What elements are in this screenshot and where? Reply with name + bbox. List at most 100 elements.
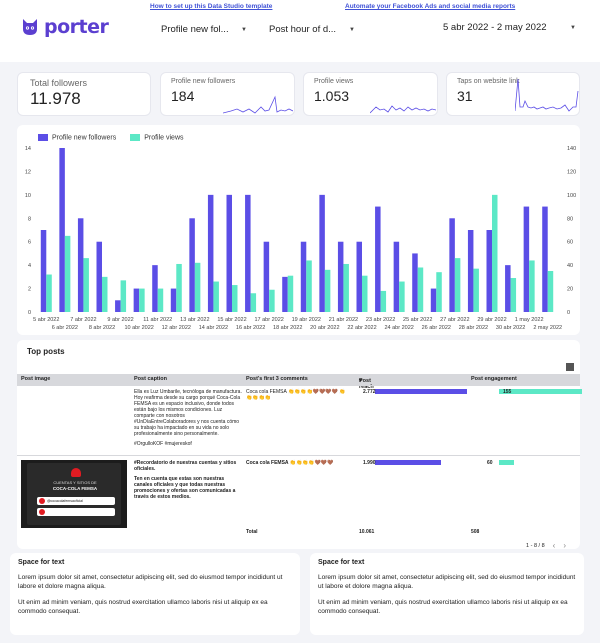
x-tick-label: 17 abr 2022 (254, 317, 283, 323)
bar-profile-views (139, 288, 145, 312)
bar-profile-new-followers (282, 276, 288, 312)
x-tick-label: 8 abr 2022 (89, 325, 115, 331)
bar-profile-views (417, 267, 424, 312)
bar-profile-new-followers (115, 300, 121, 312)
next-page-icon[interactable]: › (563, 541, 566, 550)
text-box-paragraph: Lorem ipsum dolor sit amet, consectetur … (318, 574, 576, 590)
hour-dropdown[interactable]: Post hour of d... ▼ (269, 24, 357, 35)
col-post-image[interactable]: Post image (21, 376, 51, 382)
coca-cola-bell-icon (71, 468, 81, 477)
thumb-title: CUENTAS Y SITIOS DE (53, 480, 97, 485)
bar-profile-views (454, 258, 461, 312)
caption-more: Ten en cuenta que estas son nuestras can… (134, 476, 236, 500)
kpi-value: 184 (171, 88, 195, 104)
reach-value: 1.990 (363, 460, 376, 466)
bar-profile-new-followers (449, 218, 455, 312)
x-tick-label: 13 abr 2022 (180, 317, 209, 323)
chevron-down-icon: ▼ (570, 24, 576, 31)
setup-template-link[interactable]: How to set up this Data Studio template (150, 3, 273, 10)
thumb-handle: @cocacolafemsaoficial (47, 499, 83, 503)
y-left-tick-label: 10 (25, 193, 31, 199)
total-reach: 10.061 (359, 529, 375, 535)
bar-profile-new-followers (77, 218, 84, 312)
bar-profile-new-followers (152, 265, 158, 312)
post-thumbnail[interactable]: CUENTAS Y SITIOS DE COCA-COLA FEMSA @coc… (21, 460, 127, 528)
post-comments: Coca cola FEMSA 👏👏👏👏🤎🤎🤎🤎 👏👏👏👏👏 (246, 389, 346, 401)
new-followers-sparkline (223, 95, 293, 114)
bar-profile-views (473, 268, 479, 312)
bar-profile-new-followers (393, 241, 400, 312)
bar-profile-new-followers (319, 194, 325, 312)
bar-profile-new-followers (505, 265, 511, 312)
legend-item-series-1[interactable]: Profile views (130, 134, 184, 142)
top-posts-title: Top posts (27, 347, 65, 356)
bar-profile-new-followers (133, 288, 140, 312)
hour-dropdown-value: Post hour of d... (269, 24, 337, 35)
taps-sparkline (515, 78, 579, 112)
brand-name: porter (44, 16, 109, 38)
x-tick-label: 15 abr 2022 (217, 317, 246, 323)
x-tick-label: 6 abr 2022 (52, 325, 78, 331)
y-right-tick-label: 20 (567, 287, 573, 293)
table-total-row: Total 10.061 508 (17, 527, 580, 537)
automate-reports-link[interactable]: Automate your Facebook Ads and social me… (345, 3, 516, 10)
text-box-title: Space for text (318, 559, 365, 566)
top-bar: porter How to set up this Data Studio te… (0, 0, 600, 62)
table-row[interactable]: Ella es Luz Umbarile, tecnóloga de manuf… (17, 385, 582, 455)
bar-profile-new-followers (40, 230, 47, 312)
legend-item-series-0[interactable]: Profile new followers (38, 134, 116, 141)
kpi-profile-views: Profile views 1.053 (303, 72, 438, 116)
bar-profile-new-followers (59, 148, 65, 312)
metric-dropdown[interactable]: Profile new fol... ▼ (161, 24, 249, 35)
bar-profile-views (83, 258, 89, 312)
bar-profile-new-followers (467, 230, 474, 312)
bar-profile-new-followers (245, 194, 251, 312)
chart-legend: Profile new followers Profile views (38, 134, 184, 141)
x-tick-label: 18 abr 2022 (273, 325, 302, 331)
metric-dropdown-value: Profile new fol... (161, 24, 229, 35)
bar-profile-views (547, 271, 554, 312)
bar-profile-views (492, 194, 498, 312)
y-right-tick-label: 0 (567, 310, 570, 316)
bar-profile-new-followers (189, 218, 195, 312)
x-tick-label: 1 may 2022 (515, 317, 544, 323)
date-range-value: 5 abr 2022 - 2 may 2022 (443, 22, 547, 33)
col-post-engagement[interactable]: Post engagement (471, 376, 517, 382)
bar-profile-new-followers (375, 206, 381, 312)
bar-profile-new-followers (207, 194, 214, 312)
x-tick-label: 25 abr 2022 (403, 317, 432, 323)
col-post-caption[interactable]: Post caption (134, 376, 168, 382)
bar-profile-new-followers (523, 206, 530, 312)
post-comments: Coca cola FEMSA 👏👏👏👏🤎🤎🤎 (246, 460, 334, 466)
table-options-icon[interactable] (566, 363, 574, 371)
bar-profile-new-followers (430, 288, 437, 312)
bar-profile-views (380, 290, 387, 312)
x-tick-label: 11 abr 2022 (143, 317, 172, 323)
date-range-picker[interactable]: 5 abr 2022 - 2 may 2022 ▼ (443, 22, 579, 33)
legend-swatch (130, 134, 141, 141)
bar-profile-new-followers (356, 241, 362, 312)
x-tick-label: 16 abr 2022 (236, 325, 265, 331)
text-box-title: Space for text (18, 559, 65, 566)
bar-profile-views (269, 289, 275, 312)
x-tick-label: 29 abr 2022 (477, 317, 506, 323)
kpi-label: Profile new followers (171, 78, 236, 85)
col-post-reach-label: Post reach (359, 378, 374, 390)
legend-label: Profile views (144, 134, 184, 142)
followers-views-chart-card (17, 125, 580, 335)
x-tick-label: 21 abr 2022 (329, 317, 358, 323)
table-row[interactable]: CUENTAS Y SITIOS DE COCA-COLA FEMSA @coc… (17, 455, 580, 528)
thumb-brand: COCA-COLA FEMSA (52, 486, 98, 491)
col-first-comments[interactable]: Post's first 3 comments (246, 376, 308, 382)
bar-profile-views (343, 263, 349, 312)
kpi-label: Total followers (30, 78, 88, 88)
bar-profile-views (232, 285, 238, 312)
kpi-value: 31 (457, 88, 473, 104)
table-header: Post image Post caption Post's first 3 c… (17, 374, 580, 390)
x-tick-label: 10 abr 2022 (124, 325, 153, 331)
prev-page-icon[interactable]: ‹ (552, 541, 556, 550)
x-tick-label: 7 abr 2022 (70, 317, 96, 323)
post-caption: #Recordatorio de nuestras cuentas y siti… (134, 460, 242, 500)
x-tick-label: 24 abr 2022 (384, 325, 413, 331)
